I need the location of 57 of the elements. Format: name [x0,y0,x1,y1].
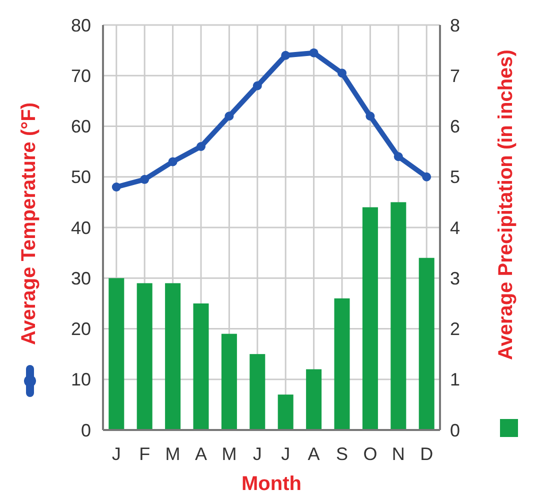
y2-tick-label: 1 [450,370,460,390]
bar [193,303,209,430]
x-tick-label: O [363,444,378,464]
bar [250,354,266,430]
x-tick-label: S [336,444,348,464]
point [140,174,150,184]
y-tick-label: 80 [70,15,91,36]
y2-tick-label: 7 [450,66,460,86]
point [338,68,346,78]
x-tick-label: J [252,444,262,464]
bar [418,258,434,430]
bar [306,369,322,430]
y2-tick-label: 0 [450,420,460,440]
y2-tick-label: 5 [450,167,460,188]
x-tick-label: J [281,444,290,464]
y-tick-label: 30 [70,268,91,288]
y-tick-label: 10 [70,370,91,390]
point [366,112,375,121]
y2-tick-label: 2 [450,319,460,340]
point [394,152,403,162]
y-tick-label: 70 [70,66,91,86]
y-tick-label: 20 [70,319,91,340]
x-tick-label: D [420,444,434,464]
point [224,112,234,121]
point [422,172,432,182]
x-tick-label: F [139,444,150,464]
y2-tick-label: 3 [450,268,460,288]
y2-tick-label: 8 [450,15,460,36]
x-tick-label: N [392,444,405,464]
x-tick-label: A [194,444,208,464]
bar [165,283,181,430]
y-tick-label: 60 [70,116,91,137]
bar [390,202,406,430]
bar [278,394,294,430]
x-tick-label: M [222,444,237,464]
y-axis-title: Average Temperature (°F) [18,102,40,345]
x-tick-label: A [308,444,320,464]
point [196,142,206,151]
x-axis-title: Month [242,473,302,495]
bar [221,334,237,430]
bar [334,298,350,430]
y-tick-label: 50 [70,167,91,188]
point [281,50,290,60]
bar [362,207,378,430]
y2-tick-label: 6 [450,116,460,137]
point [252,81,262,90]
point [112,182,121,192]
bar [108,278,124,430]
y-tick-label: 40 [70,218,91,238]
y2-axis-title: Average Precipitation (in inches) [495,50,517,360]
y2-tick-label: 4 [450,218,460,238]
x-tick-label: M [165,444,180,464]
x-tick-label: J [112,444,121,464]
point [168,157,178,166]
bar [136,283,152,430]
point [309,48,318,58]
y-tick-label: 0 [80,420,91,440]
